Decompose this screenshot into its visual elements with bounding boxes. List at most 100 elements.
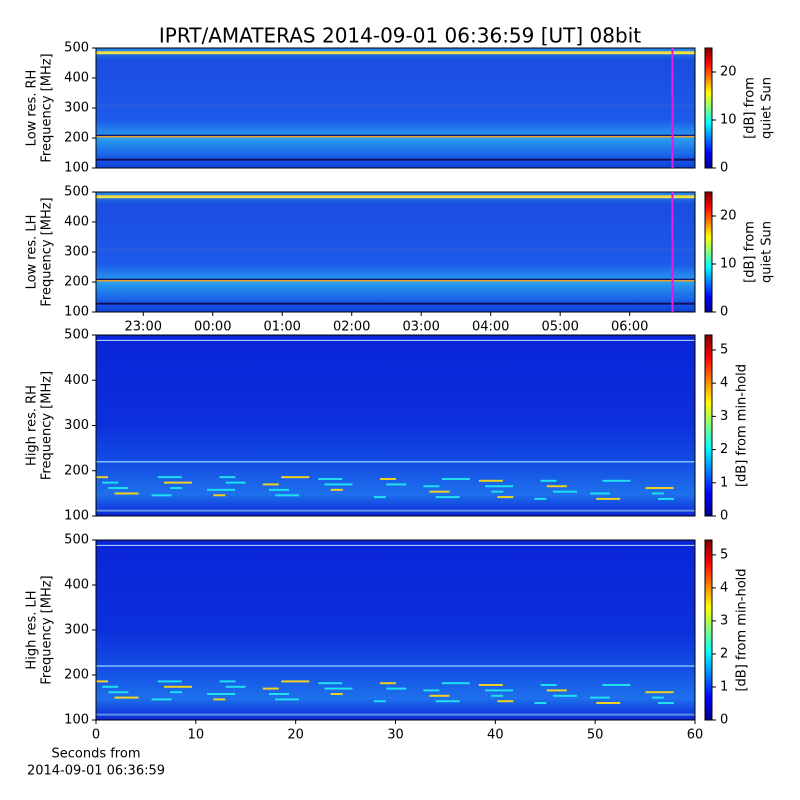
spectrogram-burst — [590, 696, 611, 699]
spectrogram-burst — [108, 487, 129, 490]
colorbar — [704, 539, 713, 721]
spectrogram-burst — [491, 694, 504, 697]
spectrogram-burst — [318, 682, 343, 685]
colorbar-tick-label: 0 — [720, 509, 728, 524]
spectrogram-burst — [324, 483, 353, 486]
x-tick-label: 05:00 — [541, 320, 578, 335]
y-tick-label: 100 — [64, 305, 89, 320]
colorbar-tick-label: 2 — [720, 646, 728, 661]
spectrogram-burst — [429, 490, 450, 493]
colorbar-tick-label: 5 — [720, 342, 728, 357]
spectrogram-burst — [207, 488, 236, 491]
spectrogram-burst — [281, 476, 310, 479]
y-tick-label: 100 — [64, 509, 89, 524]
y-tick-label: 200 — [64, 668, 89, 683]
y-tick-label: 500 — [64, 41, 89, 56]
spectrogram-burst — [478, 684, 503, 686]
spectrogram-burst — [213, 698, 226, 701]
colorbar-tick-label: 1 — [720, 475, 728, 490]
y-tick-label: 400 — [64, 578, 89, 593]
x-tick-label: 03:00 — [402, 320, 439, 335]
colorbar-label: [dB] from — [743, 77, 758, 139]
y-axis-label: Low res. RH — [25, 70, 40, 147]
spectrogram-burst — [645, 487, 674, 490]
y-axis-label: High res. LH — [25, 590, 40, 669]
spectrogram-burst — [534, 497, 547, 500]
spectrogram-burst — [330, 488, 343, 491]
spectrogram-burst — [275, 494, 300, 497]
colorbar-tick-label: 20 — [720, 209, 737, 224]
spectrogram-burst — [645, 691, 674, 694]
y-axis-label: Frequency [MHz] — [40, 371, 55, 480]
spectrogram-burst — [108, 691, 129, 694]
spectrogram-burst — [102, 481, 119, 484]
y-tick-label: 200 — [64, 463, 89, 478]
spectrogram-burst — [552, 490, 577, 493]
spectrogram-burst — [441, 682, 470, 685]
x-tick-label: 23:00 — [125, 320, 162, 335]
colorbar-label: quiet Sun — [760, 221, 775, 283]
spectrogram-burst — [657, 702, 674, 704]
spectrogram-burst — [497, 496, 514, 499]
spectrogram-image — [96, 192, 695, 312]
x-tick-label: 60 — [687, 728, 704, 743]
colorbar-label: [dB] from min-hold — [735, 568, 750, 691]
colorbar-tick-label: 0 — [720, 305, 728, 320]
spectrogram-burst — [596, 702, 621, 704]
spectrogram-burst — [163, 481, 192, 484]
x-tick-label: 02:00 — [333, 320, 370, 335]
colorbar — [704, 334, 713, 517]
spectrogram-burst — [318, 477, 343, 480]
spectrogram-burst — [546, 689, 567, 692]
x-tick-label: 0 — [92, 728, 100, 743]
spectrogram-burst — [324, 687, 353, 690]
y-axis-label: Frequency [MHz] — [40, 53, 55, 162]
spectrogram-burst — [114, 492, 139, 495]
spectrogram-burst — [602, 684, 631, 686]
colorbar-tick-label: 3 — [720, 409, 728, 424]
colorbar-tick-label: 10 — [720, 113, 737, 128]
x-tick-label: 30 — [387, 728, 404, 743]
spectrogram-burst — [380, 682, 397, 685]
spectrogram-burst — [435, 496, 460, 499]
spectrogram-burst — [170, 691, 183, 694]
spectrogram-burst — [590, 492, 611, 495]
spectrogram-burst — [386, 687, 407, 690]
spectrogram-burst — [151, 494, 172, 497]
spectrogram-burst — [540, 479, 557, 482]
spectrogram-burst — [225, 481, 246, 484]
y-tick-label: 400 — [64, 373, 89, 388]
colorbar-tick-label: 3 — [720, 613, 728, 628]
spectrogram-burst — [219, 476, 236, 479]
colorbar-tick-label: 4 — [720, 376, 728, 391]
colorbar-tick-label: 0 — [720, 713, 728, 728]
spectrogram-burst — [441, 477, 470, 480]
y-axis-label: Low res. LH — [25, 215, 40, 290]
spectrogram-burst — [423, 485, 440, 488]
spectrogram-image — [96, 540, 695, 720]
colorbar-tick-label: 20 — [720, 65, 737, 80]
spectrogram-burst — [96, 680, 108, 683]
y-tick-label: 300 — [64, 245, 89, 260]
spectrogram-burst — [380, 477, 397, 480]
spectrogram-burst — [373, 496, 386, 499]
spectrogram-burst — [485, 689, 514, 692]
spectrogram-burst — [96, 476, 108, 479]
spectrogram-burst — [268, 693, 289, 695]
colorbar-label: [dB] from — [743, 221, 758, 283]
spectrogram-burst — [268, 488, 289, 491]
spectrogram-image — [96, 48, 695, 168]
y-tick-label: 300 — [64, 418, 89, 433]
spectrogram-burst — [491, 490, 504, 493]
spectrogram-burst — [275, 698, 300, 701]
spectrogram-burst — [373, 700, 386, 703]
colorbar-tick-label: 2 — [720, 442, 728, 457]
y-tick-label: 300 — [64, 623, 89, 638]
spectrogram-burst — [478, 479, 503, 482]
y-tick-label: 400 — [64, 71, 89, 86]
spectrogram-burst — [157, 680, 182, 683]
spectrogram-burst — [435, 700, 460, 703]
y-axis-label: Frequency [MHz] — [40, 197, 55, 306]
spectrogram-burst — [429, 694, 450, 697]
x-tick-label: 04:00 — [472, 320, 509, 335]
